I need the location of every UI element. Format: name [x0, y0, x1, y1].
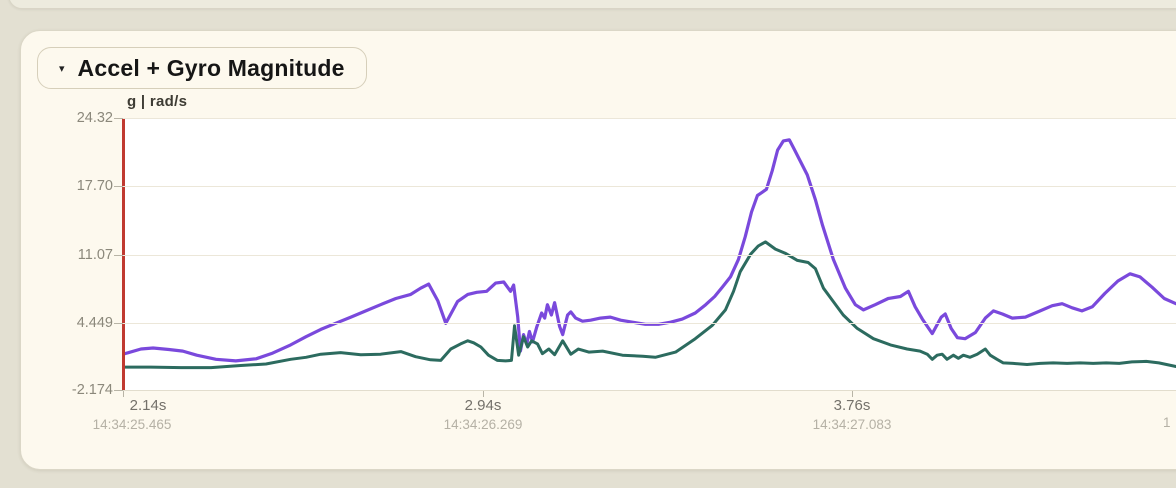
- x-tick-time-label: 14:34:25.465: [92, 417, 172, 432]
- chart-title-button[interactable]: ▾ Accel + Gyro Magnitude: [37, 47, 367, 89]
- x-tick-time-label: 14:34:27.083: [812, 417, 892, 432]
- y-axis-tick-mark: [114, 186, 123, 188]
- x-tick-seconds-label: 2.14s: [129, 397, 167, 414]
- y-tick-label: -2.174: [71, 382, 113, 398]
- y-axis-tick-mark: [114, 322, 123, 324]
- series-2-teal-line: [123, 240, 1176, 370]
- gridline-y: [123, 322, 1176, 324]
- x-tick-time-clipped: 1: [1163, 415, 1171, 430]
- y-axis-tick-mark: [114, 118, 123, 119]
- x-tick: 2.14s 14:34:25.465: [84, 397, 172, 432]
- x-axis-tick-mark: [852, 391, 853, 397]
- y-tick-label: 11.07: [77, 246, 113, 263]
- y-axis-tick-mark: [114, 254, 123, 256]
- x-tick-seconds-label: 3.76s: [833, 397, 871, 414]
- x-axis-tick-mark: [123, 391, 124, 397]
- gridline-y: [123, 390, 1176, 391]
- y-axis-tick-mark: [114, 390, 123, 391]
- collapse-caret-icon: ▾: [59, 62, 65, 75]
- chart-svg: [123, 138, 1176, 370]
- y-axis-line: [122, 118, 125, 391]
- gridline-y: [123, 118, 1176, 119]
- y-tick-label: 24.32: [76, 110, 113, 126]
- series-1-purple-line: [123, 138, 1176, 363]
- gridline-y: [123, 186, 1176, 188]
- y-tick-label: 17.70: [76, 178, 113, 195]
- x-axis-tick-mark: [483, 391, 484, 397]
- x-tick-time-label: 14:34:26.269: [443, 417, 523, 432]
- y-tick-label: 4.449: [76, 314, 113, 331]
- x-tick: 3.76s 14:34:27.083: [813, 397, 892, 432]
- chart-title: Accel + Gyro Magnitude: [77, 54, 345, 81]
- x-tick: 2.94s 14:34:26.269: [444, 397, 523, 432]
- x-tick-seconds-label: 2.94s: [464, 397, 502, 414]
- gridline-y: [123, 254, 1176, 256]
- y-axis-unit-label: g | rad/s: [127, 93, 188, 110]
- plot-area: [114, 118, 1176, 397]
- previous-card-bottom-edge: [8, 0, 1176, 9]
- chart-card: ▾ Accel + Gyro Magnitude g | rad/s 24.32…: [20, 30, 1176, 470]
